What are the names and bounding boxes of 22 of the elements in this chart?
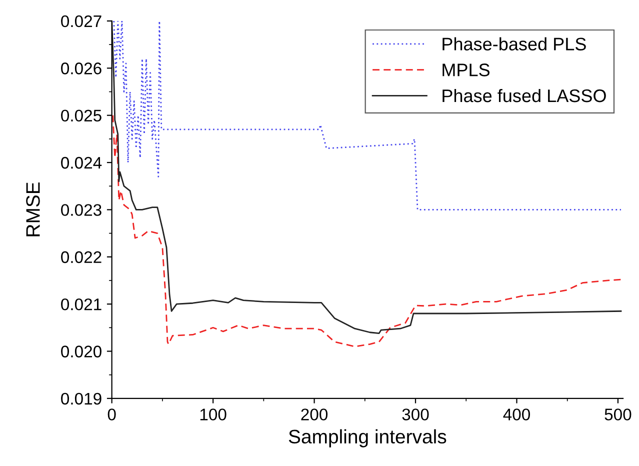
y-tick-label: 0.020 xyxy=(61,346,102,358)
y-tick-label: 0.026 xyxy=(61,62,102,74)
y-tick-label: 0.025 xyxy=(61,110,102,122)
legend-label: Phase fused LASSO xyxy=(442,88,606,102)
x-tick-label: 100 xyxy=(200,408,226,420)
y-axis-title: RMSE xyxy=(26,182,40,236)
x-tick-label: 0 xyxy=(108,408,116,420)
x-tick-label: 400 xyxy=(503,408,530,420)
line-series xyxy=(113,20,622,210)
legend-label: MPLS xyxy=(442,64,490,76)
line-series xyxy=(112,114,622,348)
y-tick-label: 0.023 xyxy=(61,204,102,216)
x-tick-label: 300 xyxy=(402,408,429,420)
y-tick-label: 0.019 xyxy=(61,392,102,405)
y-tick-label: 0.027 xyxy=(61,15,102,28)
legend-label: Phase-based PLS xyxy=(442,37,586,50)
y-tick-label: 0.024 xyxy=(61,156,102,169)
y-tick-label: 0.022 xyxy=(61,251,102,264)
x-tick-label: 200 xyxy=(301,408,328,420)
y-tick-label: 0.021 xyxy=(61,298,102,310)
x-tick-label: 500 xyxy=(604,408,632,420)
x-axis-title: Sampling intervals xyxy=(288,429,446,448)
